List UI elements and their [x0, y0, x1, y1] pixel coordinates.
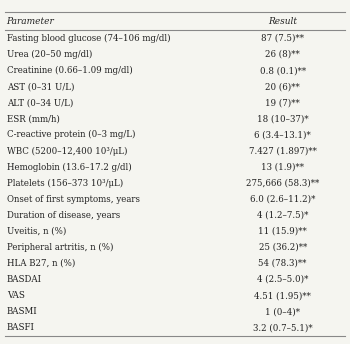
Text: AST (0–31 U/L): AST (0–31 U/L) [7, 82, 74, 91]
Text: 87 (7.5)**: 87 (7.5)** [261, 34, 304, 43]
Text: Fasting blood glucose (74–106 mg/dl): Fasting blood glucose (74–106 mg/dl) [7, 34, 170, 43]
Text: 3.2 (0.7–5.1)*: 3.2 (0.7–5.1)* [253, 323, 313, 332]
Text: 275,666 (58.3)**: 275,666 (58.3)** [246, 179, 319, 187]
Text: 7.427 (1.897)**: 7.427 (1.897)** [249, 147, 317, 155]
Text: 26 (8)**: 26 (8)** [265, 50, 300, 59]
Text: 4.51 (1.95)**: 4.51 (1.95)** [254, 291, 311, 300]
Text: 6 (3.4–13.1)*: 6 (3.4–13.1)* [254, 130, 311, 139]
Text: Peripheral artritis, n (%): Peripheral artritis, n (%) [7, 243, 113, 252]
Text: Result: Result [268, 17, 297, 25]
Text: 4 (2.5–5.0)*: 4 (2.5–5.0)* [257, 275, 308, 284]
Text: Urea (20–50 mg/dl): Urea (20–50 mg/dl) [7, 50, 92, 59]
Text: 0.8 (0.1)**: 0.8 (0.1)** [260, 66, 306, 75]
Text: Parameter: Parameter [7, 17, 54, 25]
Text: Hemoglobin (13.6–17.2 g/dl): Hemoglobin (13.6–17.2 g/dl) [7, 162, 131, 172]
Text: VAS: VAS [7, 291, 24, 300]
Text: BASMI: BASMI [7, 307, 37, 316]
Text: Creatinine (0.66–1.09 mg/dl): Creatinine (0.66–1.09 mg/dl) [7, 66, 132, 75]
Text: 4 (1.2–7.5)*: 4 (1.2–7.5)* [257, 211, 308, 220]
Text: 11 (15.9)**: 11 (15.9)** [258, 227, 307, 236]
Text: BASFI: BASFI [7, 323, 34, 332]
Text: 54 (78.3)**: 54 (78.3)** [258, 259, 307, 268]
Text: Platelets (156–373 10³/μL): Platelets (156–373 10³/μL) [7, 179, 123, 188]
Text: 1 (0–4)*: 1 (0–4)* [265, 307, 300, 316]
Text: Duration of disease, years: Duration of disease, years [7, 211, 120, 220]
Text: 18 (10–37)*: 18 (10–37)* [257, 114, 308, 123]
Text: 20 (6)**: 20 (6)** [265, 82, 300, 91]
Text: WBC (5200–12,400 10³/μL): WBC (5200–12,400 10³/μL) [7, 147, 127, 155]
Text: HLA B27, n (%): HLA B27, n (%) [7, 259, 75, 268]
Text: 13 (1.9)**: 13 (1.9)** [261, 162, 304, 172]
Text: ALT (0–34 U/L): ALT (0–34 U/L) [7, 98, 73, 107]
Text: 6.0 (2.6–11.2)*: 6.0 (2.6–11.2)* [250, 195, 315, 204]
Text: BASDAI: BASDAI [7, 275, 42, 284]
Text: C-reactive protein (0–3 mg/L): C-reactive protein (0–3 mg/L) [7, 130, 135, 139]
Text: 19 (7)**: 19 (7)** [265, 98, 300, 107]
Text: Uveitis, n (%): Uveitis, n (%) [7, 227, 66, 236]
Text: ESR (mm/h): ESR (mm/h) [7, 114, 60, 123]
Text: Onset of first symptoms, years: Onset of first symptoms, years [7, 195, 140, 204]
Text: 25 (36.2)**: 25 (36.2)** [259, 243, 307, 252]
